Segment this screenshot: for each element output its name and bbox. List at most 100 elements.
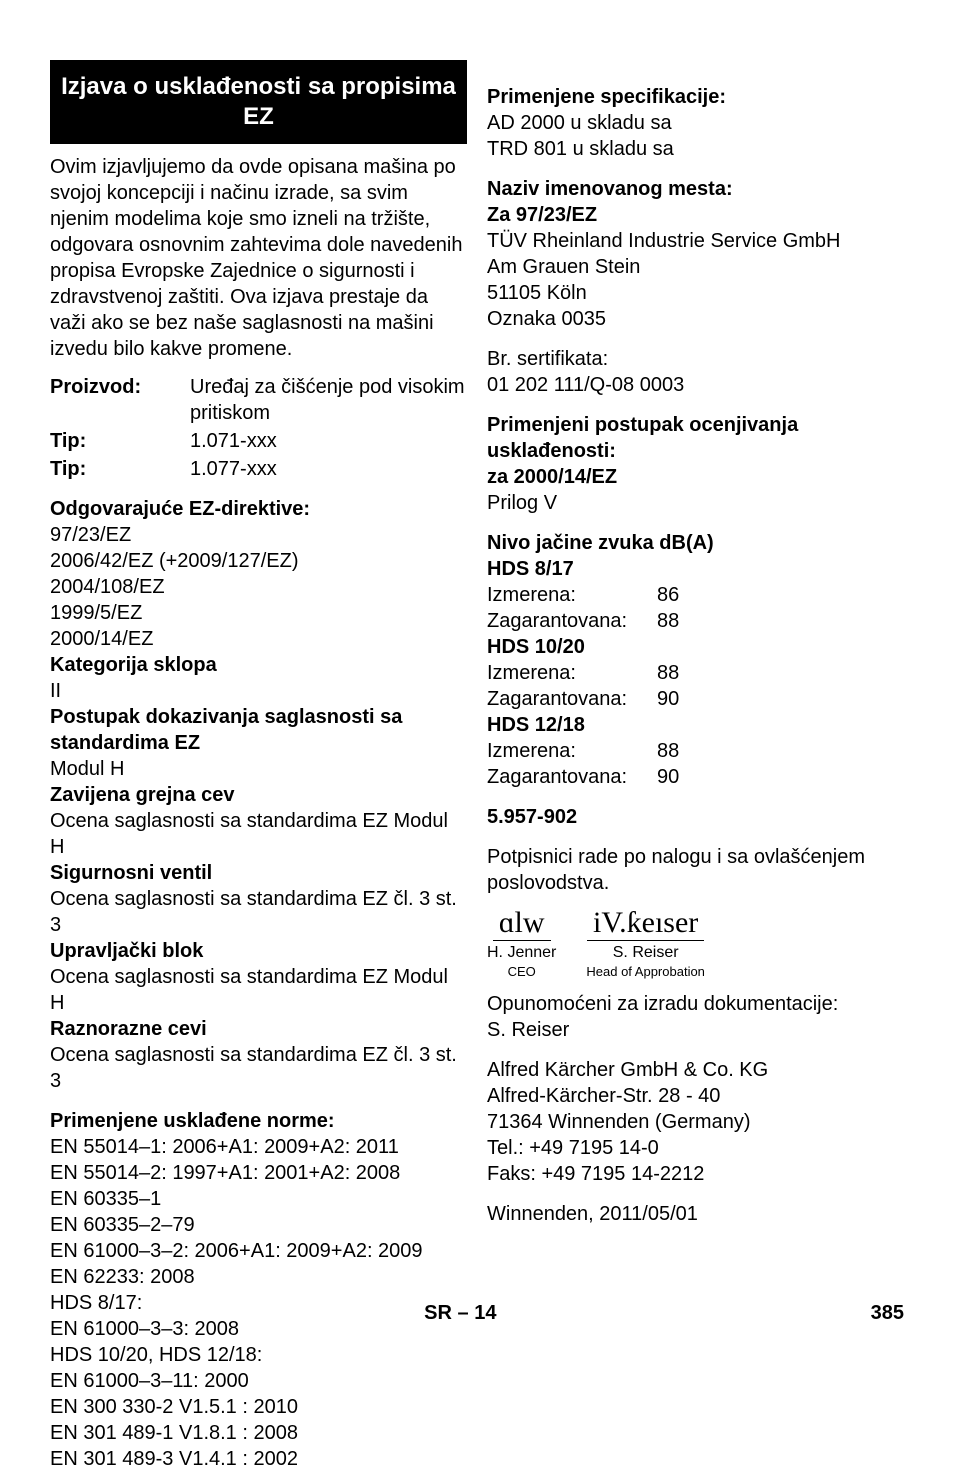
type2-value: 1.077-xxx (190, 456, 467, 482)
pipes-head: Raznorazne cevi (50, 1016, 467, 1042)
norm-line: EN 301 489-1 V1.8.1 : 2008 (50, 1420, 467, 1446)
signature-2-name: S. Reiser (586, 943, 705, 964)
directive-line: 2000/14/EZ (50, 626, 467, 652)
conformity-head-1: Primenjeni postupak ocenjivanja usklađen… (487, 412, 904, 464)
footer-page-number: 385 (871, 1300, 904, 1326)
conformity-head-2: za 2000/14/EZ (487, 464, 904, 490)
doc-auth-label: Opunomoćeni za izradu dokumentacije: (487, 991, 904, 1017)
intro-text: Ovim izjavljujemo da ovde opisana mašina… (50, 154, 467, 362)
directive-line: 1999/5/EZ (50, 600, 467, 626)
company-line: Alfred-Kärcher-Str. 28 - 40 (487, 1083, 904, 1109)
norm-line: EN 61000–3–11: 2000 (50, 1368, 467, 1394)
noise-model: HDS 8/17 (487, 556, 904, 582)
norms-head: Primenjene usklađene norme: (50, 1108, 467, 1134)
signature-1-role: CEO (487, 964, 556, 981)
noise-guaranteed-label: Zagarantovana: (487, 686, 657, 712)
norm-line: EN 60335–1 (50, 1186, 467, 1212)
cert-label: Br. sertifikata: (487, 346, 904, 372)
signatories-text: Potpisnici rade po nalogu i sa ovlašćenj… (487, 844, 904, 896)
product-value: Uređaj za čišćenje pod visokim pritiskom (190, 374, 467, 426)
noise-guaranteed-row: Zagarantovana: 90 (487, 764, 904, 790)
type1-value: 1.071-xxx (190, 428, 467, 454)
coil-head: Zavijena grejna cev (50, 782, 467, 808)
specs-head: Primenjene specifikacije: (487, 84, 904, 110)
product-label: Proizvod: (50, 374, 190, 426)
signature-2: iV.ƙeıser S. Reiser Head of Approbation (586, 908, 705, 981)
notified-body-head: Naziv imenovanog mesta: (487, 176, 904, 202)
directive-line: 97/23/EZ (50, 522, 467, 548)
procedure-value: Modul H (50, 756, 467, 782)
noise-measured-value: 88 (657, 738, 679, 764)
noise-model: HDS 12/18 (487, 712, 904, 738)
left-column: Izjava o usklađenosti sa propisima EZ Ov… (50, 60, 467, 1472)
noise-model: HDS 10/20 (487, 634, 904, 660)
noise-measured-label: Izmerena: (487, 582, 657, 608)
noise-head: Nivo jačine zvuka dB(A) (487, 530, 904, 556)
noise-guaranteed-row: Zagarantovana: 88 (487, 608, 904, 634)
signature-1-name: H. Jenner (487, 943, 556, 964)
noise-guaranteed-label: Zagarantovana: (487, 608, 657, 634)
valve-head: Sigurnosni ventil (50, 860, 467, 886)
company-line: Tel.: +49 7195 14-0 (487, 1135, 904, 1161)
noise-measured-row: Izmerena: 88 (487, 738, 904, 764)
company-line: Alfred Kärcher GmbH & Co. KG (487, 1057, 904, 1083)
tuv-line: Oznaka 0035 (487, 306, 904, 332)
pipes-value: Ocena saglasnosti sa standardima EZ čl. … (50, 1042, 467, 1094)
signature-2-script: iV.ƙeıser (587, 908, 704, 941)
noise-guaranteed-row: Zagarantovana: 90 (487, 686, 904, 712)
declaration-title: Izjava o usklađenosti sa propisima EZ (50, 60, 467, 144)
norm-line: EN 300 330-2 V1.5.1 : 2010 (50, 1394, 467, 1420)
norm-line: EN 55014–1: 2006+A1: 2009+A2: 2011 (50, 1134, 467, 1160)
norm-line: EN 60335–2–79 (50, 1212, 467, 1238)
noise-guaranteed-value: 90 (657, 764, 679, 790)
company-line: 71364 Winnenden (Germany) (487, 1109, 904, 1135)
annex: Prilog V (487, 490, 904, 516)
product-row: Proizvod: Uređaj za čišćenje pod visokim… (50, 374, 467, 426)
valve-value: Ocena saglasnosti sa standardima EZ čl. … (50, 886, 467, 938)
noise-measured-row: Izmerena: 88 (487, 660, 904, 686)
control-head: Upravljački blok (50, 938, 467, 964)
norm-line: EN 61000–3–2: 2006+A1: 2009+A2: 2009 (50, 1238, 467, 1264)
norm-line: EN 62233: 2008 (50, 1264, 467, 1290)
company-line: Faks: +49 7195 14-2212 (487, 1161, 904, 1187)
noise-guaranteed-label: Zagarantovana: (487, 764, 657, 790)
type1-label: Tip: (50, 428, 190, 454)
signatures: ɑlw H. Jenner CEO iV.ƙeıser S. Reiser He… (487, 908, 904, 981)
cert-number: 01 202 111/Q-08 0003 (487, 372, 904, 398)
noise-measured-row: Izmerena: 86 (487, 582, 904, 608)
type2-row: Tip: 1.077-xxx (50, 456, 467, 482)
directive-line: 2004/108/EZ (50, 574, 467, 600)
signature-1: ɑlw H. Jenner CEO (487, 908, 556, 981)
tuv-line: TÜV Rheinland Industrie Service GmbH (487, 228, 904, 254)
noise-measured-label: Izmerena: (487, 738, 657, 764)
type1-row: Tip: 1.071-xxx (50, 428, 467, 454)
procedure-head: Postupak dokazivanja saglasnosti sa stan… (50, 704, 467, 756)
noise-measured-label: Izmerena: (487, 660, 657, 686)
type2-label: Tip: (50, 456, 190, 482)
doc-number: 5.957-902 (487, 804, 904, 830)
coil-value: Ocena saglasnosti sa standardima EZ Modu… (50, 808, 467, 860)
directive-line: 2006/42/EZ (+2009/127/EZ) (50, 548, 467, 574)
noise-measured-value: 86 (657, 582, 679, 608)
noise-guaranteed-value: 88 (657, 608, 679, 634)
noise-measured-value: 88 (657, 660, 679, 686)
noise-guaranteed-value: 90 (657, 686, 679, 712)
right-column: Primenjene specifikacije: AD 2000 u skla… (487, 60, 904, 1472)
za9723: Za 97/23/EZ (487, 202, 904, 228)
norm-line: EN 301 489-3 V1.4.1 : 2002 (50, 1446, 467, 1472)
norm-line: EN 55014–2: 1997+A1: 2001+A2: 2008 (50, 1160, 467, 1186)
signature-1-script: ɑlw (493, 908, 551, 941)
category-head: Kategorija sklopa (50, 652, 467, 678)
doc-auth-name: S. Reiser (487, 1017, 904, 1043)
directives-head: Odgovarajuće EZ-direktive: (50, 496, 467, 522)
tuv-line: Am Grauen Stein (487, 254, 904, 280)
footer-center: SR – 14 (50, 1300, 871, 1326)
spec-line: TRD 801 u skladu sa (487, 136, 904, 162)
tuv-line: 51105 Köln (487, 280, 904, 306)
spec-line: AD 2000 u skladu sa (487, 110, 904, 136)
signature-2-role: Head of Approbation (586, 964, 705, 981)
norm-line: HDS 10/20, HDS 12/18: (50, 1342, 467, 1368)
control-value: Ocena saglasnosti sa standardima EZ Modu… (50, 964, 467, 1016)
category-value: II (50, 678, 467, 704)
page-footer: SR – 14 385 (50, 1300, 904, 1326)
